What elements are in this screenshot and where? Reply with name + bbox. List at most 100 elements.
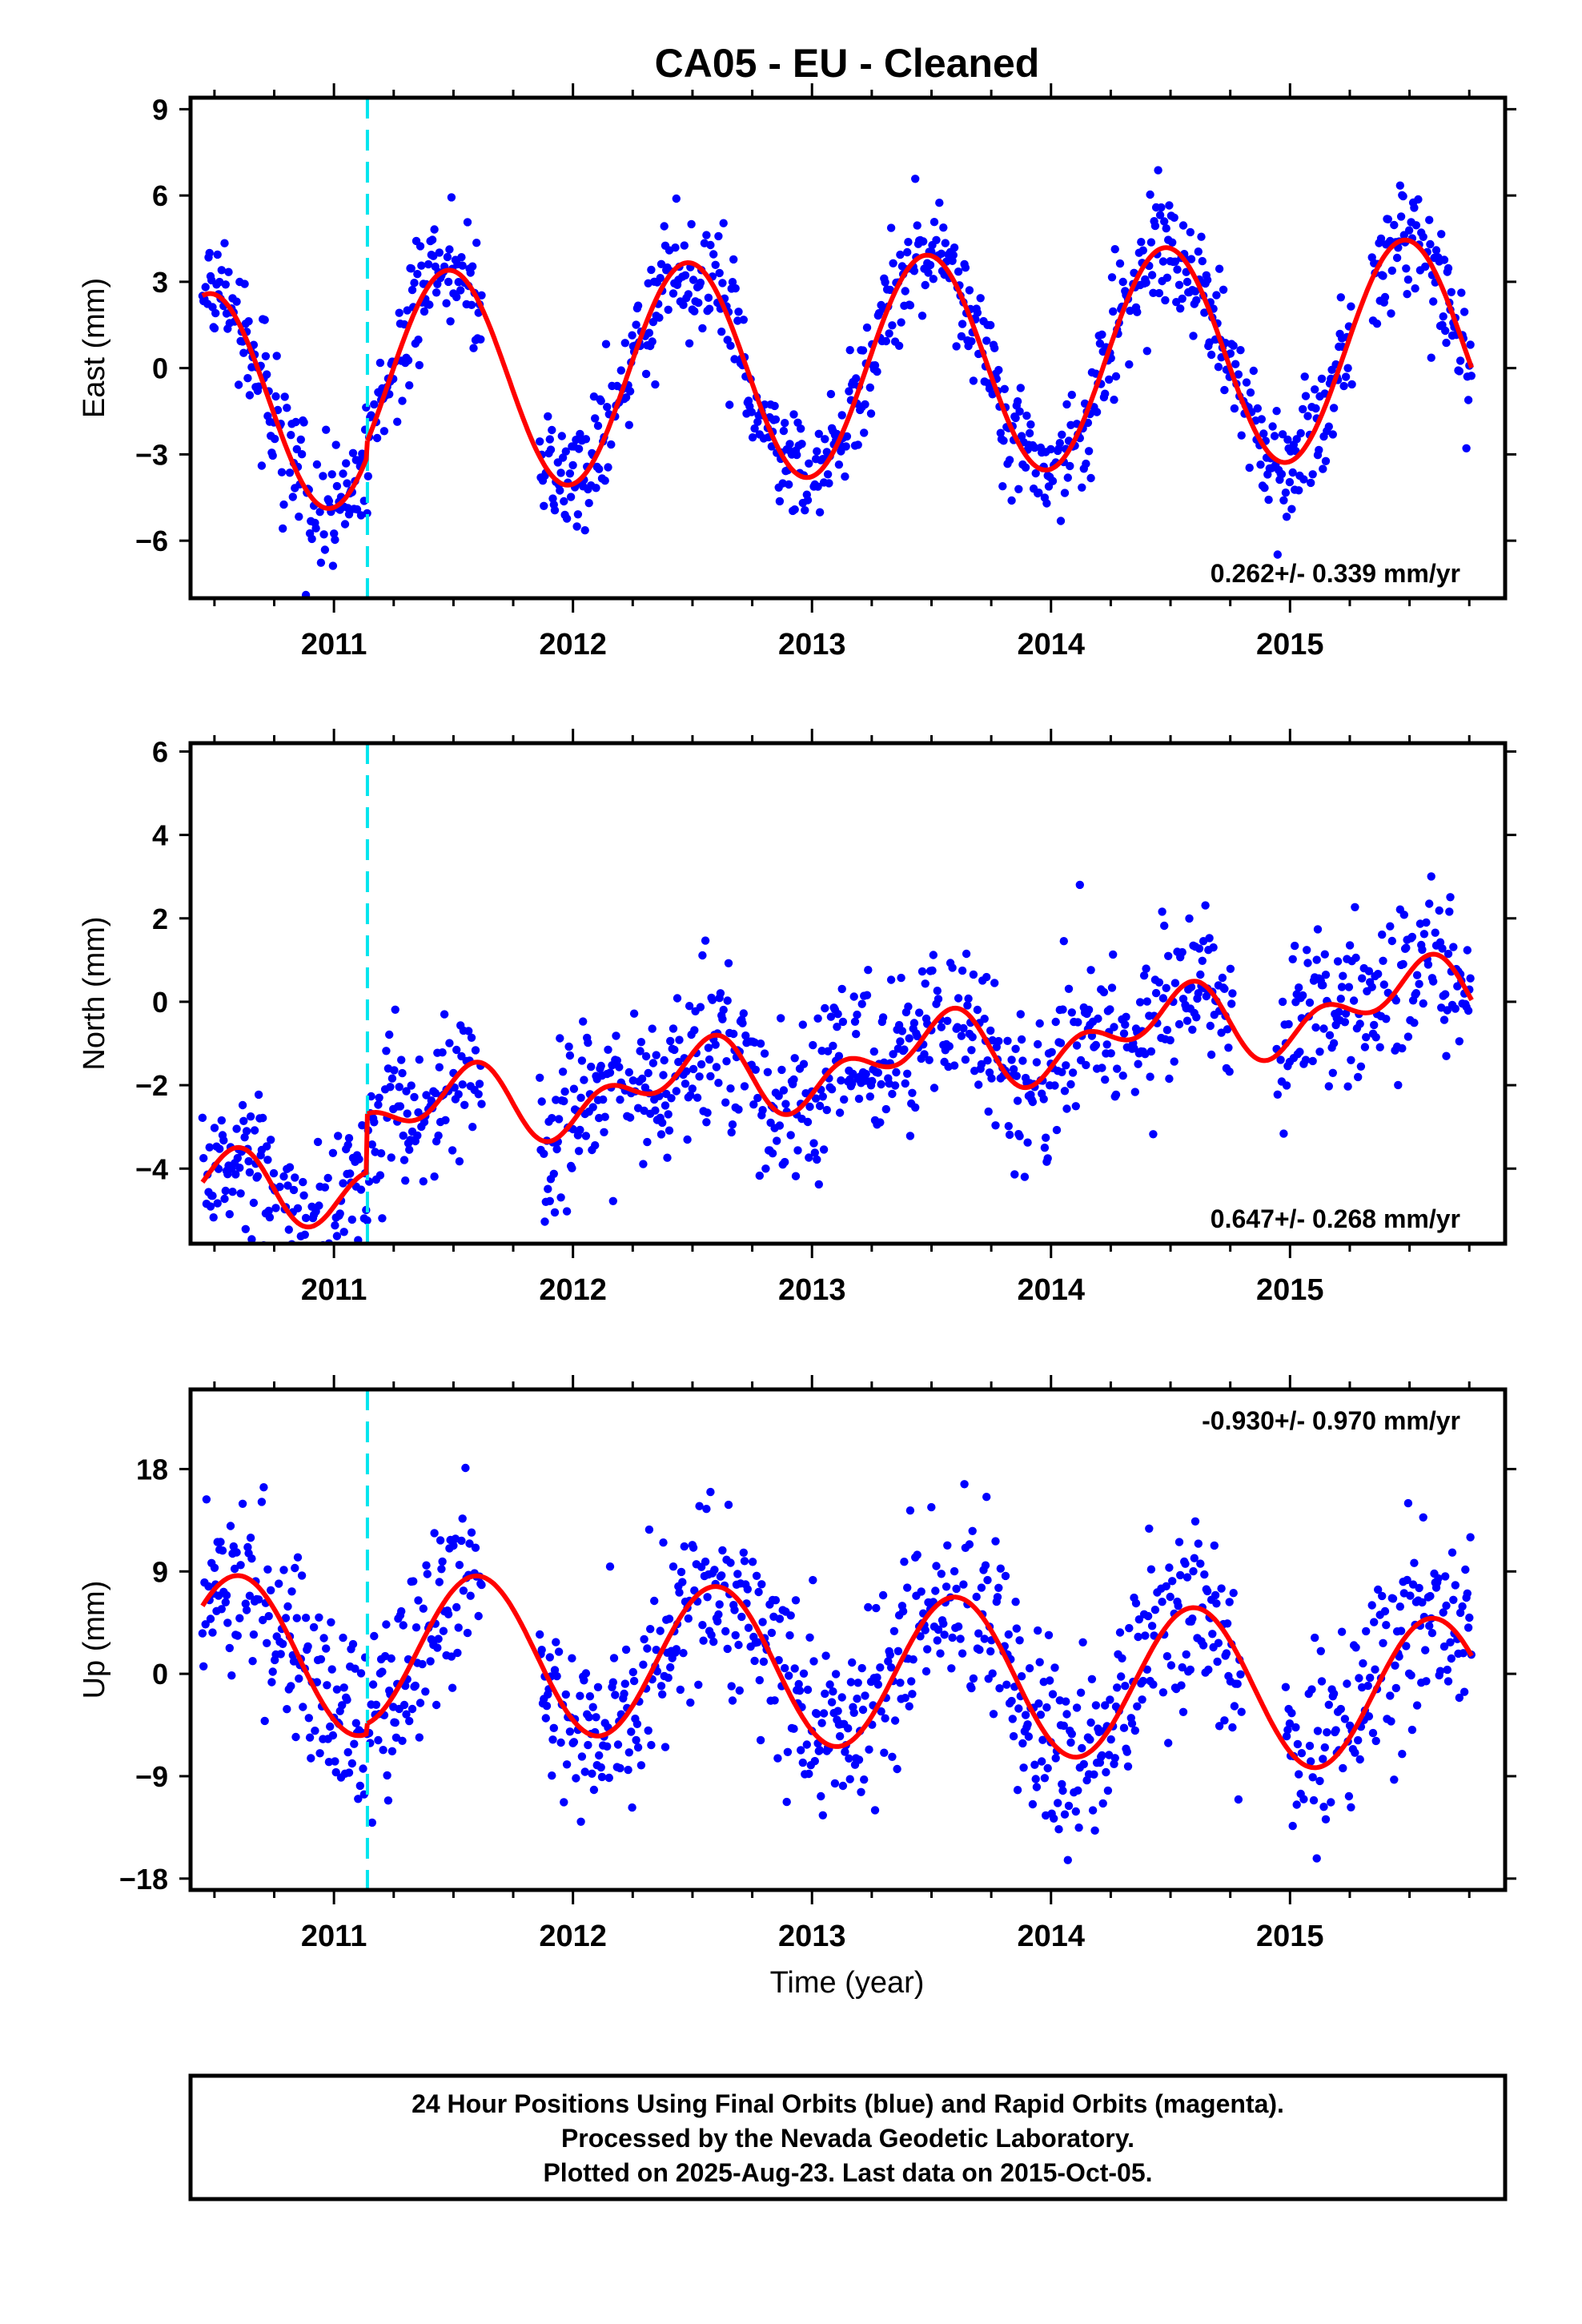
data-point <box>667 1094 676 1103</box>
data-point <box>1149 1130 1158 1139</box>
data-point <box>301 1614 311 1622</box>
data-point <box>225 1643 234 1653</box>
data-point <box>644 1726 652 1735</box>
data-point <box>1218 973 1227 983</box>
data-point <box>1443 263 1453 273</box>
data-point <box>982 1493 991 1502</box>
data-point <box>1378 1591 1387 1601</box>
data-point <box>917 312 927 320</box>
data-point <box>1141 1631 1150 1640</box>
data-point <box>218 1546 227 1555</box>
data-point <box>791 1596 801 1605</box>
data-point <box>411 1681 420 1691</box>
north-rate-text: 0.647+/- 0.268 mm/yr <box>1211 1204 1460 1233</box>
data-point <box>1431 928 1439 937</box>
data-point <box>656 1682 666 1691</box>
data-point <box>213 250 222 259</box>
data-point <box>1178 294 1186 304</box>
data-point <box>1022 411 1031 420</box>
data-point <box>712 1063 721 1072</box>
data-point <box>1009 1731 1018 1741</box>
data-point <box>994 365 1003 375</box>
data-point <box>716 989 725 998</box>
data-point <box>1303 412 1312 420</box>
data-point <box>1177 1681 1186 1690</box>
data-point <box>1455 1037 1464 1046</box>
y-tick-label: 6 <box>152 735 168 768</box>
data-point <box>605 1562 615 1571</box>
data-point <box>1442 1051 1451 1060</box>
data-point <box>370 1631 379 1641</box>
data-point <box>896 250 905 259</box>
data-point <box>1339 1763 1347 1773</box>
data-point <box>935 199 944 207</box>
data-point <box>416 242 425 251</box>
data-point <box>644 1525 654 1534</box>
data-point <box>241 1224 250 1234</box>
data-point <box>263 1142 271 1151</box>
data-point <box>599 1095 608 1104</box>
data-point <box>604 1773 613 1783</box>
data-point <box>1356 1062 1366 1072</box>
data-point <box>1034 1699 1043 1708</box>
data-point <box>220 1194 229 1204</box>
data-point <box>833 1707 842 1715</box>
data-point <box>591 414 600 423</box>
data-point <box>829 1687 837 1696</box>
data-point <box>853 1679 862 1687</box>
y-tick-label: 0 <box>152 986 168 1019</box>
data-point <box>293 1204 303 1213</box>
data-point <box>291 417 300 427</box>
data-point <box>1305 1741 1315 1751</box>
data-point <box>1368 1728 1378 1738</box>
data-point <box>1030 443 1039 452</box>
data-point <box>278 1252 286 1261</box>
data-point <box>1162 1652 1172 1661</box>
data-point <box>1176 1570 1185 1580</box>
data-point <box>809 1657 818 1666</box>
data-point <box>240 279 249 288</box>
x-tick-label: 2011 <box>301 628 367 661</box>
data-point <box>339 1633 347 1642</box>
data-point <box>444 1610 453 1618</box>
data-point <box>1004 1630 1014 1639</box>
data-point <box>775 1614 785 1623</box>
data-point <box>672 1645 681 1654</box>
data-point <box>1050 1663 1059 1672</box>
data-point <box>370 400 379 409</box>
data-point <box>1268 422 1277 431</box>
data-point <box>467 1528 476 1537</box>
data-point <box>584 1713 593 1722</box>
data-point <box>295 513 303 521</box>
data-point <box>1058 1779 1066 1789</box>
data-point <box>448 1683 457 1692</box>
data-point <box>1411 221 1421 230</box>
data-point <box>885 329 893 338</box>
data-point <box>647 1740 656 1750</box>
data-point <box>849 1708 858 1717</box>
data-point <box>835 1108 845 1117</box>
data-point <box>958 966 967 975</box>
data-point <box>1223 1025 1232 1034</box>
data-point <box>434 1634 443 1643</box>
data-point <box>1154 288 1164 298</box>
data-point <box>1014 1704 1023 1713</box>
data-point <box>1030 1760 1039 1769</box>
data-point <box>1191 1517 1200 1526</box>
data-point <box>455 1561 464 1570</box>
data-point <box>694 298 703 308</box>
data-point <box>561 1690 570 1699</box>
data-point <box>1015 1132 1024 1140</box>
data-point <box>730 355 739 364</box>
data-point <box>1347 302 1355 311</box>
data-point <box>930 218 939 227</box>
data-point <box>740 1082 749 1091</box>
data-point <box>698 951 707 960</box>
data-point <box>415 360 424 370</box>
data-point <box>1067 390 1077 400</box>
data-point <box>803 1117 813 1127</box>
data-point <box>323 1173 332 1183</box>
data-point <box>959 1023 968 1033</box>
data-point <box>453 1648 462 1658</box>
data-point <box>814 1180 823 1189</box>
